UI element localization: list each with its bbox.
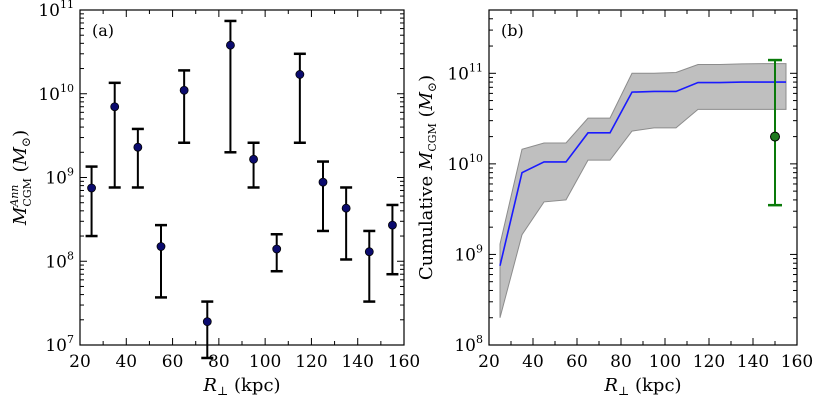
data-point — [87, 183, 96, 193]
y-tick-label: 1010 — [447, 152, 483, 175]
y-tick-label: 108 — [454, 333, 483, 356]
data-point — [156, 242, 166, 251]
y-tick-label: 107 — [45, 333, 74, 356]
y-tick-label: 108 — [45, 249, 74, 272]
data-point — [318, 177, 328, 187]
y-tick-label: 1011 — [447, 61, 483, 84]
x-tick-label: 60 — [566, 352, 588, 372]
y-tick-label: 109 — [45, 166, 74, 189]
data-point — [341, 203, 351, 213]
x-axis-label: R⊥ (kpc) — [202, 375, 280, 398]
x-tick-label: 80 — [610, 352, 632, 372]
panel-b-cumulative-mass: 20 40 60 80 100 120 140 160 108 109 1010 1011 (b) R⊥ … — [416, 9, 813, 398]
x-tick-label: 120 — [693, 352, 725, 372]
x-tick-label: 140 — [341, 352, 373, 372]
y-tick-label: 1010 — [38, 82, 74, 105]
axes-frame — [488, 9, 798, 346]
data-point — [110, 102, 120, 112]
y-axis-label: Cumulative MCGM (M⊙) — [416, 75, 439, 280]
data-point — [133, 142, 143, 152]
uncertainty-band — [499, 63, 787, 318]
x-tick-label: 20 — [69, 352, 91, 372]
x-axis-label: R⊥ (kpc) — [603, 375, 681, 398]
panel-a-annular-mass: 20 40 60 80 100 120 140 160 107 108 109 1010 1011 (a)… — [8, 0, 420, 398]
x-tick-label: 40 — [522, 352, 544, 372]
data-point — [272, 244, 282, 254]
data-point — [226, 40, 235, 50]
y-tick-label: 109 — [454, 242, 483, 265]
x-tick-label: 100 — [649, 352, 681, 372]
x-tick-label: 40 — [115, 352, 137, 372]
extra-data-point — [770, 131, 780, 142]
data-point — [249, 154, 258, 164]
panel-label: (a) — [92, 21, 114, 40]
data-point — [179, 85, 189, 95]
x-tick-label: 160 — [781, 352, 813, 372]
data-point — [364, 247, 374, 257]
series-line — [499, 81, 786, 266]
data-point — [295, 70, 305, 79]
y-axis-label: MAnnCGM (M⊙) — [8, 130, 34, 226]
x-tick-label: 20 — [478, 352, 500, 372]
panel-label: (b) — [501, 21, 524, 40]
data-point — [202, 317, 212, 327]
data-point — [388, 220, 397, 230]
x-tick-label: 120 — [295, 352, 327, 372]
x-tick-label: 160 — [388, 352, 420, 372]
axes-frame — [79, 9, 405, 346]
x-tick-label: 140 — [737, 352, 769, 372]
x-tick-label: 100 — [249, 352, 281, 372]
y-tick-label: 1011 — [38, 0, 74, 21]
x-tick-label: 80 — [208, 352, 230, 372]
x-tick-label: 60 — [162, 352, 184, 372]
